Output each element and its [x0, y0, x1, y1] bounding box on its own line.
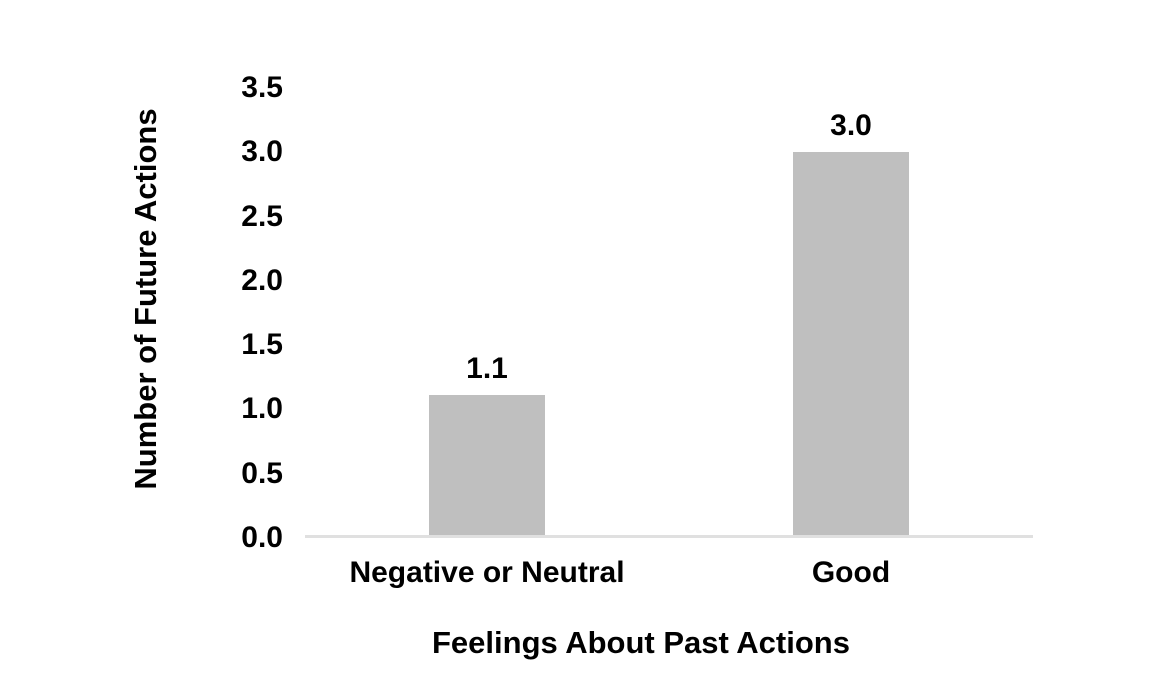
bar-group-good: 3.0: [669, 88, 1033, 535]
x-axis-category-labels: Negative or Neutral Good: [305, 556, 1033, 589]
bar-value-label: 3.0: [830, 108, 872, 142]
y-tick-label: 1.0: [241, 392, 283, 426]
y-tick-label: 0.5: [241, 456, 283, 490]
y-tick-label: 2.5: [241, 199, 283, 233]
bar-group-negative-or-neutral: 1.1: [305, 88, 669, 535]
x-axis-title: Feelings About Past Actions: [432, 625, 850, 660]
y-tick-label: 3.0: [241, 135, 283, 169]
y-axis-tick-labels: 3.5 3.0 2.5 2.0 1.5 1.0 0.5 0.0: [0, 73, 283, 553]
bar-good: [793, 151, 909, 535]
y-tick-label: 0.0: [241, 521, 283, 554]
y-tick-label: 3.5: [241, 71, 283, 104]
x-category-label-negative-or-neutral: Negative or Neutral: [349, 556, 625, 589]
bar-negative-or-neutral: [429, 394, 545, 535]
y-tick-label: 1.5: [241, 328, 283, 362]
bar-value-label: 1.1: [466, 351, 508, 385]
x-category-label-good: Good: [811, 556, 891, 589]
plot-area: 1.1 3.0: [305, 88, 1033, 538]
y-tick-label: 2.0: [241, 263, 283, 297]
